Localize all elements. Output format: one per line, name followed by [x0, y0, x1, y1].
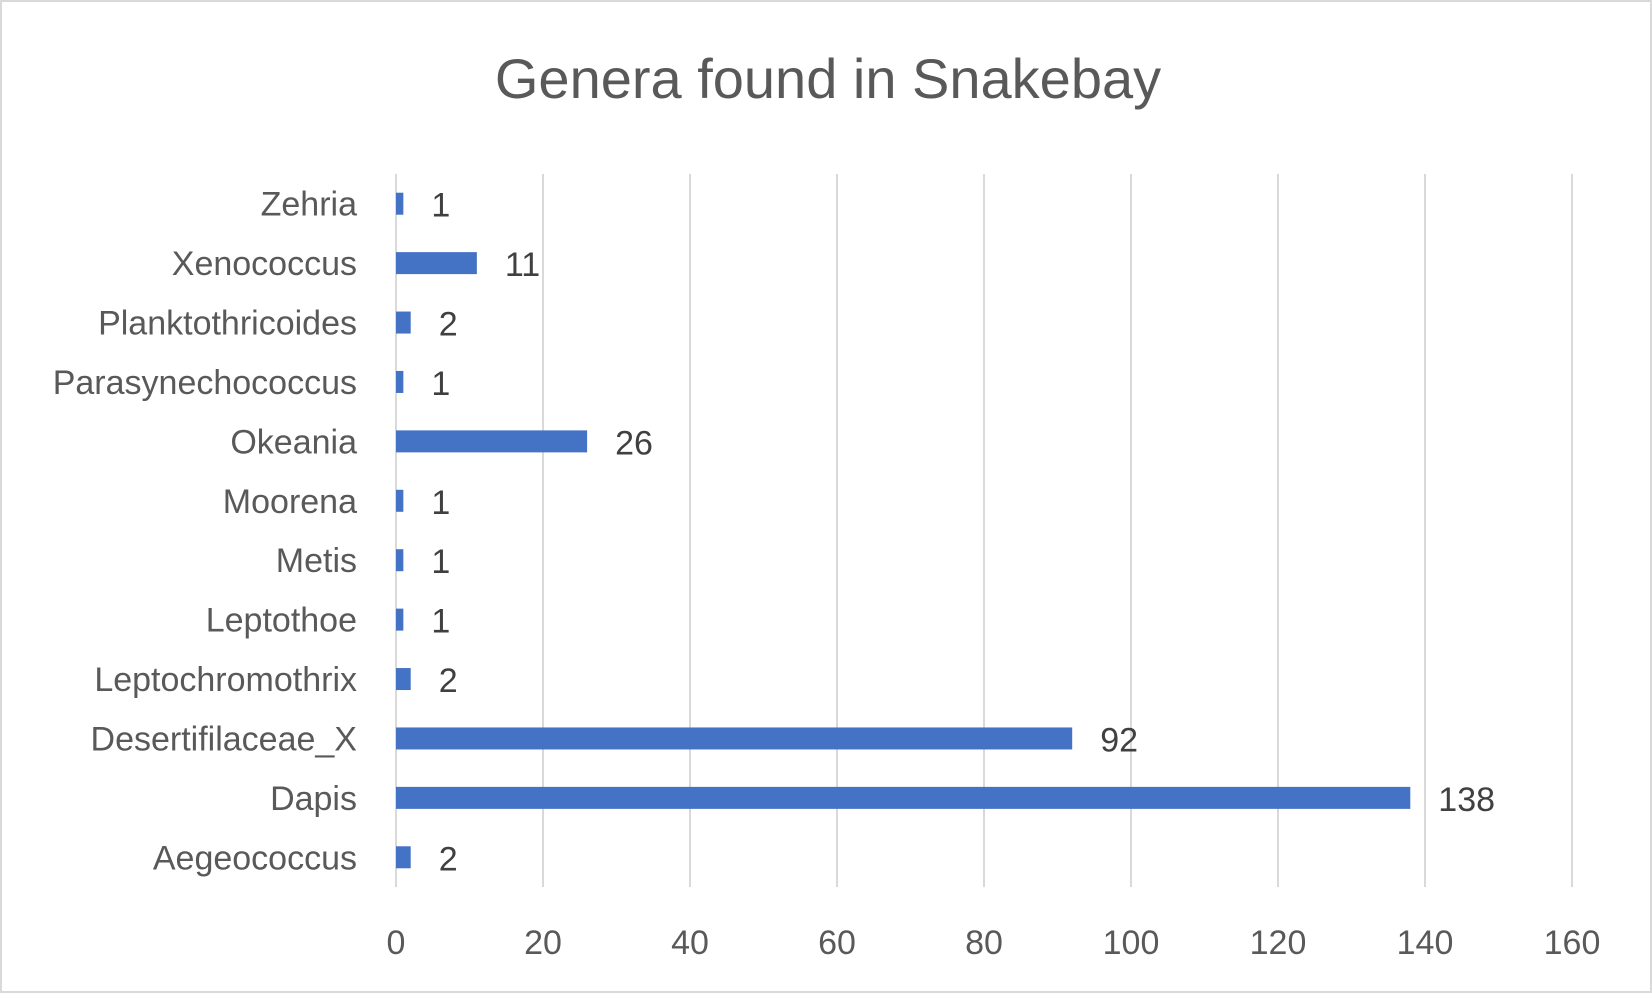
- x-tick-label: 40: [671, 924, 709, 962]
- bar: [396, 549, 404, 572]
- category-label: Okeania: [230, 423, 357, 461]
- bar: [396, 489, 404, 512]
- category-label: Xenococcus: [172, 245, 357, 283]
- data-label: 1: [431, 484, 450, 522]
- category-label: Zehria: [261, 186, 357, 224]
- data-label: 1: [431, 365, 450, 403]
- chart-title: Genera found in Snakebay: [495, 47, 1161, 110]
- bar: [396, 370, 404, 393]
- x-tick-label: 120: [1250, 924, 1307, 962]
- bar: [396, 727, 1073, 750]
- bars: [396, 192, 1411, 869]
- category-label: Metis: [276, 542, 357, 580]
- data-label: 1: [431, 187, 450, 225]
- x-tick-label: 160: [1544, 924, 1601, 962]
- gridlines: [395, 174, 1573, 887]
- bar: [396, 786, 1411, 809]
- x-tick-label: 140: [1397, 924, 1454, 962]
- data-label: 2: [439, 306, 458, 344]
- bar: [396, 311, 411, 334]
- data-label: 2: [439, 840, 458, 878]
- category-label: Parasynechococcus: [53, 364, 357, 402]
- data-label: 26: [615, 424, 653, 462]
- data-label: 11: [505, 246, 540, 284]
- x-tick-label: 80: [965, 924, 1003, 962]
- bar: [396, 846, 411, 869]
- x-tick-label: 60: [818, 924, 856, 962]
- category-label: Moorena: [223, 483, 357, 521]
- category-label: Dapis: [270, 780, 357, 818]
- category-label: Desertifilaceae_X: [91, 720, 357, 758]
- bar: [396, 430, 588, 453]
- bar: [396, 608, 404, 631]
- data-label: 92: [1100, 721, 1138, 759]
- bar: [396, 668, 411, 691]
- category-label: Planktothricoides: [98, 305, 357, 343]
- category-labels: Aegeococcus Dapis Desertifilaceae_X Leptoch…: [53, 186, 357, 878]
- data-label: 1: [431, 543, 450, 581]
- data-label: 2: [439, 662, 458, 700]
- data-label: 1: [431, 603, 450, 641]
- category-label: Leptothoe: [206, 602, 357, 640]
- x-axis-tick-labels: 0 20 40 60 80 100 120 140 160: [387, 924, 1601, 962]
- bar: [396, 252, 477, 275]
- x-tick-label: 0: [387, 924, 406, 962]
- x-tick-label: 20: [524, 924, 562, 962]
- bar: [396, 192, 404, 215]
- x-tick-label: 100: [1103, 924, 1160, 962]
- category-label: Aegeococcus: [153, 839, 357, 877]
- data-label: 138: [1438, 781, 1495, 819]
- category-label: Leptochromothrix: [94, 661, 357, 699]
